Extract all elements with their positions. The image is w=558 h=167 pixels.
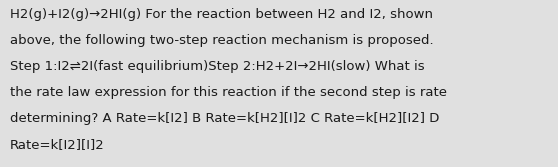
- Text: Step 1:I2⇌2I(fast equilibrium)Step 2:H2+2I→2HI(slow) What is: Step 1:I2⇌2I(fast equilibrium)Step 2:H2+…: [10, 60, 425, 73]
- Text: above, the following two-step reaction mechanism is proposed.: above, the following two-step reaction m…: [10, 34, 434, 47]
- Text: determining? A Rate=k[I2] B Rate=k[H2][I]2 C Rate=k[H2][I2] D: determining? A Rate=k[I2] B Rate=k[H2][I…: [10, 112, 439, 125]
- Text: the rate law expression for this reaction if the second step is rate: the rate law expression for this reactio…: [10, 86, 447, 99]
- Text: H2(g)+I2(g)→2HI(g) For the reaction between H2 and I2, shown: H2(g)+I2(g)→2HI(g) For the reaction betw…: [10, 8, 433, 21]
- Text: Rate=k[I2][I]2: Rate=k[I2][I]2: [10, 138, 105, 151]
